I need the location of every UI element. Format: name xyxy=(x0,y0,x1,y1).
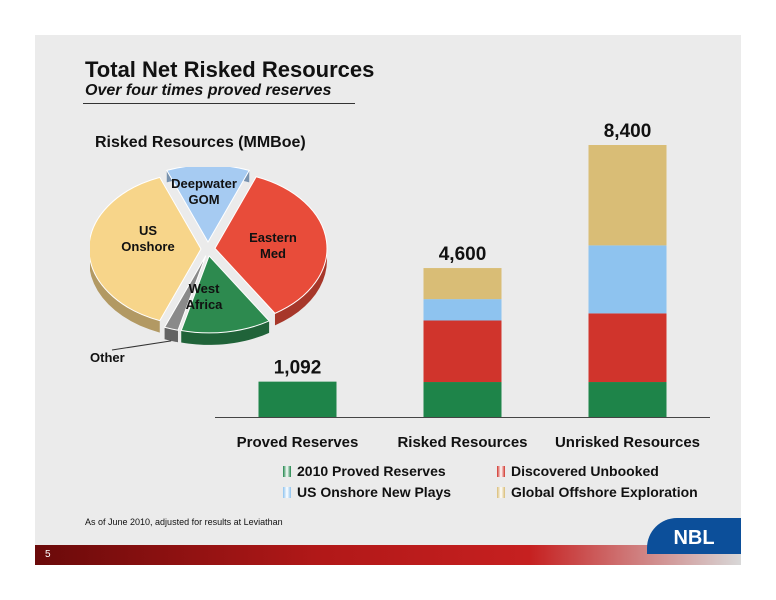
pie-slice xyxy=(166,167,250,244)
legend-item-us-onshore: US Onshore New Plays xyxy=(283,484,451,500)
pie-slice-side xyxy=(181,320,270,345)
bar-segment xyxy=(588,145,667,246)
legend-label: US Onshore New Plays xyxy=(297,484,452,500)
pie-label-line: Other xyxy=(90,350,125,365)
pie-label-eastern-med: Eastern Med xyxy=(233,230,313,262)
other-leader-line xyxy=(111,340,172,351)
pie-label-line: West xyxy=(188,281,220,296)
pie-label-line: GOM xyxy=(188,192,220,207)
pie-slice xyxy=(214,176,328,314)
legend-item-global-offshore: Global Offshore Exploration xyxy=(497,484,698,500)
pie-slice-side xyxy=(164,327,178,343)
bar-segment xyxy=(423,320,502,383)
x-tick-label: Risked Resources xyxy=(397,434,527,451)
footer-band xyxy=(35,545,741,565)
bar-segment xyxy=(588,245,667,314)
pie-label-deepwater-gom: Deepwater GOM xyxy=(164,176,244,208)
legend-swatch xyxy=(497,466,505,477)
legend-swatch xyxy=(283,466,291,477)
legend-swatch xyxy=(283,487,291,498)
title-divider xyxy=(83,103,355,104)
bar-total-label: 1,092 xyxy=(274,358,322,379)
bar-segment xyxy=(423,268,502,300)
footnote: As of June 2010, adjusted for results at… xyxy=(85,517,283,527)
stacked-bar-chart: 1,092 Proved Reserves 4,600 Risked Resource… xyxy=(215,121,710,451)
slide: Total Net Risked Resources Over four tim… xyxy=(35,35,741,565)
x-tick-label: Unrisked Resources xyxy=(555,434,700,451)
bar-total-label: 4,600 xyxy=(439,244,487,265)
pie-label-line: Africa xyxy=(185,297,223,312)
bar-segment xyxy=(588,382,667,417)
pie-title: Risked Resources (MMBoe) xyxy=(95,134,306,151)
pie-slice xyxy=(180,254,270,334)
page-number: 5 xyxy=(45,549,51,560)
bar-segment xyxy=(588,313,667,383)
legend-swatch xyxy=(497,487,505,498)
slide-subtitle: Over four times proved reserves xyxy=(85,82,332,99)
pie-label-line: US xyxy=(138,223,158,238)
legend-label: Global Offshore Exploration xyxy=(511,484,698,500)
pie-label-us-onshore: US Onshore xyxy=(108,223,188,255)
pie-slice xyxy=(90,176,202,322)
pie-label-west-africa: West Africa xyxy=(169,281,239,313)
legend-item-discovered: Discovered Unbooked xyxy=(497,463,659,479)
bar-total-label: 8,400 xyxy=(604,121,652,142)
pie-label-line: Onshore xyxy=(121,239,175,254)
pie-label-line: Med xyxy=(260,246,286,261)
bar-segment xyxy=(423,299,502,321)
bar-segment xyxy=(423,382,502,417)
pie-label-line: Deepwater xyxy=(171,176,237,191)
pie-slice xyxy=(163,255,207,331)
slide-title: Total Net Risked Resources xyxy=(85,57,375,82)
nbl-logo: NBL xyxy=(647,518,741,554)
pie-label-other: Other xyxy=(90,350,160,366)
bar-segment xyxy=(258,381,337,417)
pie-chart xyxy=(90,167,328,351)
x-tick-label: Proved Reserves xyxy=(237,434,359,451)
legend-label: 2010 Proved Reserves xyxy=(297,463,446,479)
legend-label: Discovered Unbooked xyxy=(511,463,659,479)
legend-item-proved: 2010 Proved Reserves xyxy=(283,463,446,479)
pie-label-line: Eastern xyxy=(249,230,297,245)
